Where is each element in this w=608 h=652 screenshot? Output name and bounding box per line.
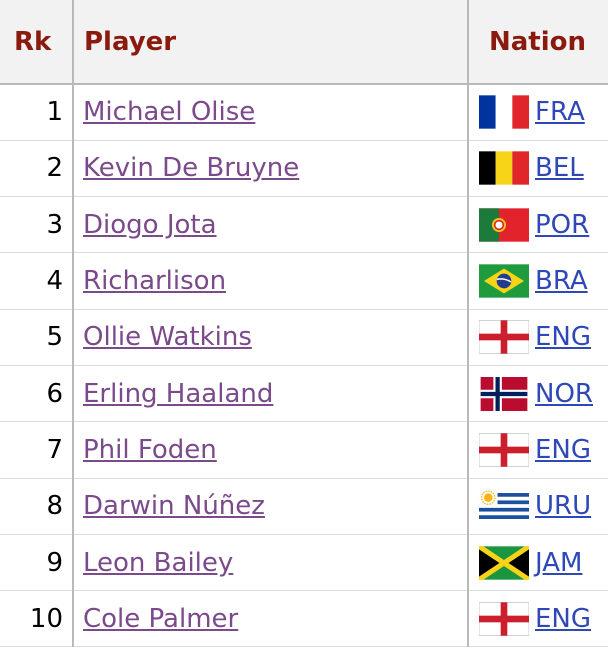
- nation-cell: BRA: [468, 252, 608, 310]
- table-row: 5 Ollie Watkins ENG: [0, 309, 608, 366]
- player-cell: Darwin Núñez: [73, 478, 469, 535]
- table-row: 9 Leon Bailey JAM: [0, 534, 608, 592]
- table-row: 2 Kevin De Bruyne BEL: [0, 140, 608, 198]
- player-cell: Ollie Watkins: [73, 309, 469, 366]
- table-row: 4 Richarlison BRA: [0, 252, 608, 310]
- rank-cell: 6: [0, 365, 74, 423]
- nation-code-link[interactable]: ENG: [535, 322, 592, 353]
- table-row: 7 Phil Foden ENG: [0, 421, 608, 479]
- nation-code-link[interactable]: ENG: [535, 603, 592, 634]
- nation-code-link[interactable]: BEL: [535, 153, 584, 184]
- jamaica-flag-icon: [479, 545, 529, 580]
- nation-cell: ENG: [468, 309, 608, 366]
- rank-cell: 8: [0, 478, 74, 535]
- france-flag-icon: [479, 95, 529, 130]
- player-link[interactable]: Kevin De Bruyne: [83, 153, 300, 184]
- table-header-row: Rk Player Nation: [0, 0, 608, 85]
- norway-flag-icon: [479, 376, 529, 411]
- player-link[interactable]: Michael Olise: [83, 97, 256, 128]
- england-flag-icon: [479, 320, 529, 355]
- rank-cell: 7: [0, 421, 74, 479]
- nation-code-link[interactable]: FRA: [535, 97, 585, 128]
- nation-code-link[interactable]: ENG: [535, 434, 592, 465]
- uruguay-flag-icon: [479, 489, 529, 523]
- nation-cell: POR: [468, 196, 608, 254]
- nation-code-link[interactable]: NOR: [535, 378, 593, 409]
- player-cell: Kevin De Bruyne: [73, 140, 469, 198]
- nation-cell: FRA: [468, 84, 608, 141]
- rank-cell: 1: [0, 84, 74, 141]
- player-link[interactable]: Diogo Jota: [83, 209, 217, 240]
- player-cell: Michael Olise: [73, 84, 469, 141]
- rank-cell: 2: [0, 140, 74, 198]
- nation-column-header[interactable]: Nation: [468, 0, 608, 85]
- table-row: 10 Cole Palmer ENG: [0, 590, 608, 648]
- rank-cell: 3: [0, 196, 74, 254]
- nation-code-link[interactable]: BRA: [535, 266, 588, 297]
- belgium-flag-icon: [479, 151, 529, 186]
- portugal-flag-icon: [479, 208, 529, 242]
- player-cell: Phil Foden: [73, 421, 469, 479]
- nation-code-link[interactable]: POR: [535, 209, 590, 240]
- table-row: 3 Diogo Jota POR: [0, 196, 608, 254]
- rank-cell: 5: [0, 309, 74, 366]
- player-link[interactable]: Cole Palmer: [83, 603, 239, 634]
- nation-cell: URU: [468, 478, 608, 535]
- player-cell: Diogo Jota: [73, 196, 469, 254]
- england-flag-icon: [479, 601, 529, 636]
- player-cell: Cole Palmer: [73, 590, 469, 648]
- rank-cell: 10: [0, 590, 74, 648]
- rank-cell: 9: [0, 534, 74, 592]
- table-row: 6 Erling Haaland NOR: [0, 365, 608, 423]
- table-row: 8 Darwin Núñez URU: [0, 478, 608, 535]
- player-link[interactable]: Phil Foden: [83, 434, 217, 465]
- nation-cell: BEL: [468, 140, 608, 198]
- player-link[interactable]: Ollie Watkins: [83, 322, 252, 353]
- player-column-header[interactable]: Player: [73, 0, 469, 85]
- nation-cell: ENG: [468, 590, 608, 648]
- player-link[interactable]: Erling Haaland: [83, 378, 274, 409]
- nation-cell: NOR: [468, 365, 608, 423]
- nation-code-link[interactable]: URU: [535, 491, 592, 522]
- nation-cell: JAM: [468, 534, 608, 592]
- player-cell: Leon Bailey: [73, 534, 469, 592]
- nation-cell: ENG: [468, 421, 608, 479]
- table-row: 1 Michael Olise FRA: [0, 84, 608, 141]
- brazil-flag-icon: [479, 264, 529, 298]
- player-link[interactable]: Leon Bailey: [83, 547, 234, 578]
- england-flag-icon: [479, 432, 529, 467]
- player-link[interactable]: Darwin Núñez: [83, 491, 265, 522]
- player-cell: Richarlison: [73, 252, 469, 310]
- rk-column-header[interactable]: Rk: [0, 0, 74, 85]
- nation-code-link[interactable]: JAM: [535, 547, 583, 578]
- player-cell: Erling Haaland: [73, 365, 469, 423]
- rank-cell: 4: [0, 252, 74, 310]
- player-link[interactable]: Richarlison: [83, 266, 227, 297]
